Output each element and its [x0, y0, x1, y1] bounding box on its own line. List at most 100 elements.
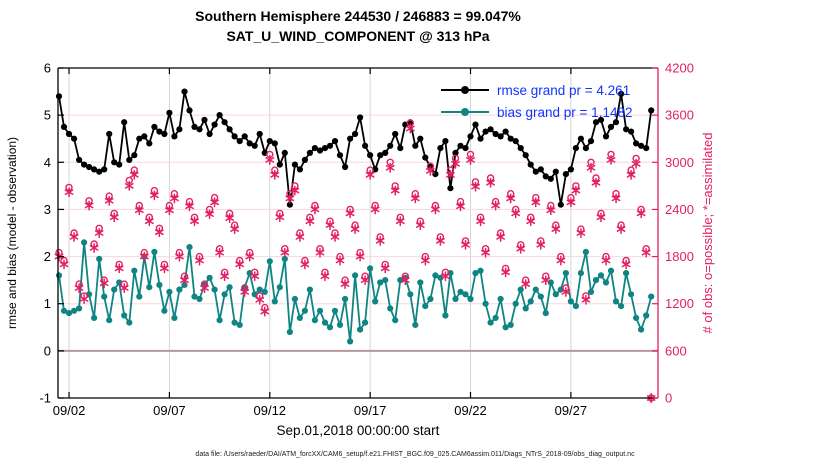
right-tick-label: 3000	[665, 155, 694, 170]
bias-point	[176, 286, 183, 293]
bias-point	[372, 298, 379, 305]
bias-point	[256, 286, 263, 293]
rmse-point	[156, 128, 163, 135]
obs-assimilated-marker	[390, 185, 400, 196]
obs-assimilated-marker	[175, 251, 184, 262]
rmse-point	[577, 135, 585, 142]
right-y-axis-label: # of obs: o=possible; *=assimilated	[700, 133, 715, 334]
obs-assimilated-marker	[290, 185, 300, 196]
bias-point	[362, 319, 369, 326]
right-tick-label: 2400	[665, 202, 694, 217]
legend-entry-bias: bias grand pr = 1.1482	[441, 101, 632, 123]
title-line-1: Southern Hemisphere 244530 / 246883 = 99…	[195, 8, 521, 24]
bias-point	[638, 326, 645, 333]
rmse-point	[331, 138, 339, 145]
bias-point	[131, 267, 138, 274]
bias-point	[633, 314, 640, 321]
obs-assimilated-marker	[94, 228, 104, 238]
rmse-point	[106, 130, 113, 138]
bias-point	[156, 281, 163, 288]
bias-point	[602, 279, 610, 286]
rmse-point	[467, 133, 474, 140]
rmse-point	[131, 152, 138, 159]
obs-assimilated-marker	[119, 283, 129, 293]
bias-point	[527, 298, 534, 305]
bias-point	[623, 270, 630, 277]
right-tick-label: 1800	[665, 249, 694, 264]
rmse-point	[382, 149, 389, 156]
obs-assimilated-marker	[360, 275, 370, 286]
bias-point	[592, 277, 600, 284]
bias-point	[352, 272, 359, 279]
rmse-point	[166, 109, 173, 116]
obs-assimilated-marker	[385, 162, 395, 173]
obs-assimilated-marker	[641, 247, 651, 258]
bias-point	[377, 279, 384, 286]
obs-assimilated-marker	[245, 251, 255, 262]
rmse-point	[557, 201, 564, 208]
bias-point	[316, 307, 324, 314]
rmse-point	[482, 128, 489, 135]
right-tick-label: 3600	[665, 108, 694, 123]
bias-point	[457, 288, 464, 295]
rmse-point	[512, 138, 519, 145]
bias-point	[216, 317, 223, 324]
rmse-point	[151, 123, 158, 130]
rmse-point	[572, 145, 580, 152]
bias-point	[321, 319, 329, 326]
legend-label-rmse: rmse grand pr = 4.261	[497, 82, 631, 98]
bias-point	[452, 295, 459, 303]
obs-assimilated-marker	[380, 263, 390, 274]
obs-assimilated-marker	[330, 231, 340, 242]
obs-assimilated-marker	[501, 267, 511, 278]
rmse-point	[582, 145, 590, 152]
bias-point	[101, 293, 108, 300]
rmse-point	[291, 161, 298, 168]
obs-assimilated-marker	[601, 255, 611, 266]
rmse-point	[352, 130, 359, 138]
rmse-point	[437, 145, 444, 152]
obs-assimilated-marker	[345, 208, 355, 219]
obs-assimilated-marker	[195, 255, 204, 266]
rmse-point	[502, 128, 509, 135]
obs-assimilated-marker	[205, 209, 214, 220]
obs-assimilated-marker	[265, 154, 275, 165]
rmse-point	[306, 149, 313, 156]
rmse-point	[357, 114, 364, 121]
bias-point	[55, 272, 63, 279]
obs-assimilated-marker	[235, 259, 245, 270]
bias-point	[367, 265, 374, 272]
rmse-point	[477, 135, 484, 142]
rmse-point	[226, 126, 233, 133]
bias-point	[387, 305, 394, 312]
rmse-point	[181, 88, 188, 95]
rmse-point	[60, 123, 68, 130]
rmse-point	[91, 166, 98, 173]
obs-assimilated-marker	[576, 228, 586, 238]
rmse-point	[392, 130, 399, 138]
obs-assimilated-marker	[375, 235, 385, 246]
rmse-point	[176, 126, 183, 133]
bias-point	[412, 321, 419, 328]
bias-point	[261, 288, 268, 295]
bias-point	[206, 274, 213, 281]
rmse-point	[326, 142, 334, 149]
obs-assimilated-marker	[305, 216, 315, 227]
rmse-point	[552, 168, 559, 175]
obs-assimilated-marker	[631, 158, 641, 169]
obs-assimilated-marker	[606, 154, 616, 165]
rmse-point	[472, 121, 479, 128]
obs-assimilated-marker	[350, 224, 360, 235]
obs-assimilated-marker	[325, 220, 335, 231]
bias-point	[81, 239, 88, 246]
rmse-point	[623, 126, 630, 133]
rmse-point	[542, 173, 549, 180]
legend-entry-rmse: rmse grand pr = 4.261	[441, 79, 632, 101]
rmse-point	[462, 145, 469, 152]
left-y-axis-label: rmse and bias (model - observation)	[5, 137, 19, 329]
bias-point	[226, 284, 233, 291]
bias-point	[507, 321, 514, 328]
rmse-point	[246, 140, 253, 147]
legend-marker-rmse	[461, 86, 469, 94]
obs-assimilated-marker	[79, 294, 89, 304]
